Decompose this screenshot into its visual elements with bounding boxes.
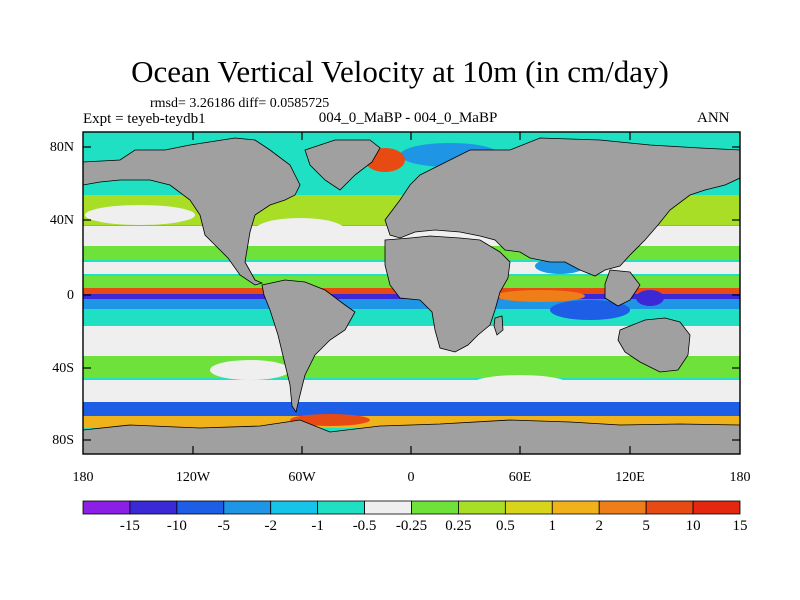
ocean-field (83, 132, 740, 454)
lat-tick-label: 40N (49, 213, 74, 228)
colorbar-swatch (82, 500, 131, 515)
colorbar-label: 0.5 (495, 518, 515, 534)
patch-dark-blue (636, 290, 664, 306)
patch-blue (550, 300, 630, 320)
lat-tick-label: 80S (52, 433, 74, 448)
colorbar-swatch (176, 500, 225, 515)
colorbar-swatch (692, 500, 741, 515)
colorbar-swatch (598, 500, 647, 515)
lon-tick-label: 180 (729, 470, 751, 485)
colorbar-label: 10 (685, 518, 701, 534)
colorbar-swatch (551, 500, 600, 515)
land-antarctica (83, 419, 740, 454)
colorbar-swatch (504, 500, 553, 515)
plot-title: Ocean Vertical Velocity at 10m (in cm/da… (131, 54, 669, 89)
land-madagascar (493, 315, 504, 336)
colorbar (82, 500, 741, 515)
colorbar-label: -0.25 (395, 518, 428, 534)
land-south-america (261, 279, 356, 413)
lon-tick-label: 180 (72, 470, 94, 485)
lat-tick-label: 0 (67, 288, 74, 303)
land-southeast-asia (604, 269, 641, 307)
lat-tick-label: 80N (49, 140, 74, 155)
colorbar-swatch (364, 500, 412, 515)
colorbar-label: 2 (595, 518, 603, 534)
colorbar-label: -5 (217, 518, 231, 534)
tick-marks (83, 132, 740, 454)
colorbar-label: 5 (642, 518, 650, 534)
colorbar-label: -15 (119, 518, 140, 534)
patch-orange (495, 290, 585, 302)
lon-tick-label: 0 (407, 470, 415, 485)
land-australia (617, 317, 691, 373)
colorbar-swatch (317, 500, 365, 515)
colorbar-swatch (411, 500, 459, 515)
colorbar-label: -0.5 (352, 518, 377, 534)
colorbar-label: -10 (166, 518, 187, 534)
colorbar-swatch (458, 500, 506, 515)
colorbar-swatch (645, 500, 694, 515)
band-blue-south (83, 299, 740, 309)
patch-white (470, 375, 570, 395)
colorbar-swatch (223, 500, 272, 515)
band-blue-southern (83, 402, 740, 416)
colorbar-label: 1 (548, 518, 557, 534)
colorbar-label: 0.25 (445, 518, 472, 534)
land-north-america (83, 137, 301, 286)
lon-tick-label: 60W (288, 470, 316, 485)
patch-red (290, 414, 370, 426)
case-label: 004_0_MaBP - 004_0_MaBP (318, 110, 498, 126)
lon-tick-label: 120W (175, 470, 211, 485)
land-africa (384, 235, 511, 353)
lon-tick-label: 60E (508, 470, 532, 485)
experiment-label: Expt = teyeb-teydb1 (83, 111, 206, 127)
patch-white (85, 205, 195, 225)
band-white-southern (83, 380, 740, 402)
patch-white (255, 218, 345, 242)
lon-tick-label: 120E (615, 470, 645, 485)
land-eurasia (384, 137, 740, 277)
lat-tick-label: 40S (52, 361, 74, 376)
colorbar-label: -1 (311, 518, 324, 534)
stats-label: rmsd= 3.26186 diff= 0.0585725 (150, 96, 330, 111)
colorbar-label: 15 (732, 518, 748, 534)
season-label: ANN (697, 110, 730, 126)
patch-white (210, 360, 290, 380)
colorbar-swatch (129, 500, 178, 515)
colorbar-label: -2 (264, 518, 277, 534)
land-greenland (304, 139, 381, 191)
colorbar-swatch (270, 500, 319, 515)
